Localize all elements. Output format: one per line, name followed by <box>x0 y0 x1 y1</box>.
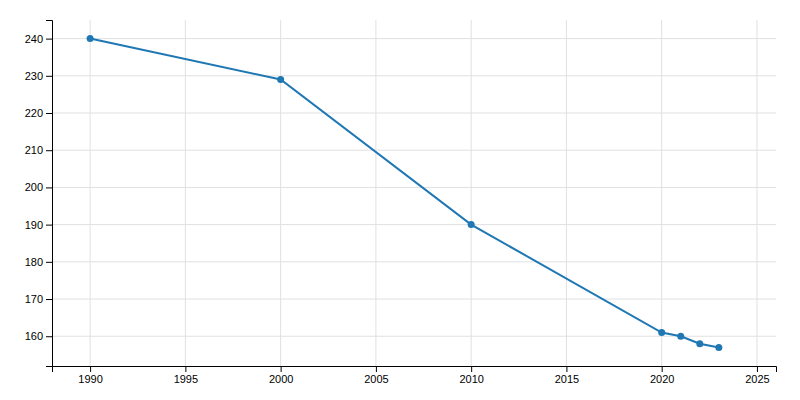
grid-line-y <box>52 75 776 76</box>
y-tick: 200 <box>25 181 52 193</box>
y-tick: 210 <box>25 144 52 156</box>
y-tick: 230 <box>25 70 52 82</box>
grid-line-x <box>375 20 376 366</box>
x-tick: 2015 <box>555 366 579 385</box>
x-tick: 2025 <box>745 366 769 385</box>
y-tick-label: 170 <box>25 293 43 305</box>
y-tick-mark <box>46 225 52 226</box>
y-tick: 160 <box>25 330 52 342</box>
grid-line-y <box>52 187 776 188</box>
line <box>90 39 719 348</box>
x-tick-mark <box>757 366 758 372</box>
x-tick-label: 2005 <box>364 373 388 385</box>
x-tick-mark <box>281 366 282 372</box>
plot-area: 1990 1995 2000 2005 2010 2015 2020 2025 160 170 18… <box>25 20 777 385</box>
y-tick-label: 230 <box>25 70 43 82</box>
x-tick-label: 2020 <box>650 373 674 385</box>
grid-line-x <box>661 20 662 366</box>
x-tick-mark <box>662 366 663 372</box>
grid-line-x <box>566 20 567 366</box>
x-tick-label: 1995 <box>174 373 198 385</box>
point <box>658 329 665 336</box>
y-tick-label: 190 <box>25 219 43 231</box>
x-tick-label: 2010 <box>459 373 483 385</box>
x-tick-mark <box>566 366 567 372</box>
data-layer <box>87 35 723 351</box>
y-tick-label: 210 <box>25 144 43 156</box>
x-tick-label: 1990 <box>78 373 102 385</box>
grid-line-x <box>185 20 186 366</box>
y-axis: 160 170 180 190 200 210 220 230 240 <box>25 21 53 367</box>
y-tick-mark <box>46 76 52 77</box>
x-axis-line <box>53 367 777 373</box>
x-tick: 2010 <box>459 366 483 385</box>
y-axis-line <box>46 21 53 367</box>
y-tick-label: 160 <box>25 330 43 342</box>
x-tick: 1990 <box>78 366 102 385</box>
x-tick-mark <box>471 366 472 372</box>
x-axis: 1990 1995 2000 2005 2010 2015 2020 2025 <box>53 366 777 385</box>
grid <box>52 20 776 366</box>
y-tick-mark <box>46 113 52 114</box>
grid-line-x <box>756 20 757 366</box>
y-tick-mark <box>46 336 52 337</box>
point <box>677 333 684 340</box>
grid-line-y <box>52 261 776 262</box>
y-tick-label: 180 <box>25 256 43 268</box>
y-tick-mark <box>46 187 52 188</box>
x-tick: 2000 <box>269 366 293 385</box>
y-tick: 240 <box>25 33 52 45</box>
x-tick-mark <box>90 366 91 372</box>
x-tick: 2005 <box>364 366 388 385</box>
grid-line-x <box>471 20 472 366</box>
grid-line-y <box>52 336 776 337</box>
chart-svg: 1990 1995 2000 2005 2010 2015 2020 2025 160 170 18… <box>0 0 800 400</box>
grid-line-y <box>52 299 776 300</box>
y-tick: 170 <box>25 293 52 305</box>
grid-line-y <box>52 38 776 39</box>
chart-container: 1990 1995 2000 2005 2010 2015 2020 2025 160 170 18… <box>0 0 800 400</box>
grid-line-y <box>52 150 776 151</box>
x-tick-label: 2015 <box>555 373 579 385</box>
point <box>715 344 722 351</box>
y-tick-mark <box>46 299 52 300</box>
y-tick-label: 240 <box>25 33 43 45</box>
point <box>696 340 703 347</box>
x-tick-mark <box>185 366 186 372</box>
point <box>468 221 475 228</box>
y-tick: 180 <box>25 256 52 268</box>
point <box>277 76 284 83</box>
y-tick-mark <box>46 39 52 40</box>
y-tick: 190 <box>25 219 52 231</box>
x-tick: 2020 <box>650 366 674 385</box>
y-tick: 220 <box>25 107 52 119</box>
grid-line-y <box>52 224 776 225</box>
x-tick: 1995 <box>174 366 198 385</box>
x-tick-label: 2000 <box>269 373 293 385</box>
grid-line-x <box>90 20 91 366</box>
y-tick-label: 220 <box>25 107 43 119</box>
grid-line-y <box>52 113 776 114</box>
x-tick-mark <box>376 366 377 372</box>
y-tick-mark <box>46 262 52 263</box>
grid-line-x <box>280 20 281 366</box>
x-tick-label: 2025 <box>745 373 769 385</box>
y-tick-label: 200 <box>25 181 43 193</box>
y-tick-mark <box>46 150 52 151</box>
point <box>87 35 94 42</box>
